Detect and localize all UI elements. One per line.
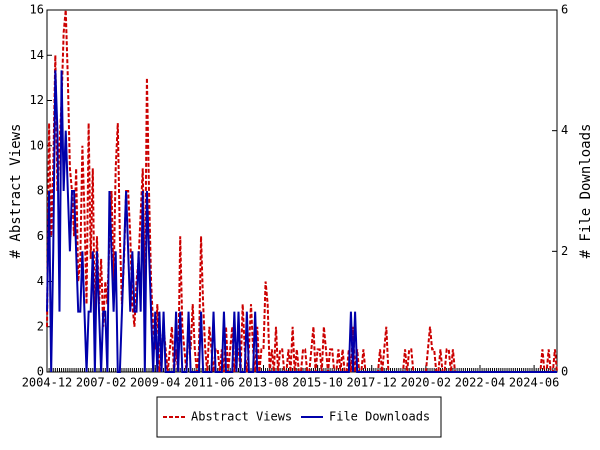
legend-label: Abstract Views — [191, 410, 292, 424]
x-tick-label: 2011-06 — [184, 376, 235, 390]
y2-tick-label: 6 — [561, 3, 568, 17]
y-tick-label: 0 — [37, 365, 44, 379]
y2-axis-label: # File Downloads — [578, 124, 594, 259]
y-tick-label: 4 — [37, 274, 44, 288]
x-tick-label: 2007-02 — [76, 376, 127, 390]
legend-label: File Downloads — [329, 410, 430, 424]
y-tick-label: 6 — [37, 229, 44, 243]
legend-box — [156, 396, 442, 438]
y-tick-label: 16 — [30, 3, 44, 17]
y-tick-label: 10 — [30, 138, 44, 152]
x-tick-label: 2017-12 — [346, 376, 397, 390]
y-tick-label: 2 — [37, 319, 44, 333]
x-tick-label: 2022-04 — [455, 376, 506, 390]
x-tick-label: 2015-10 — [292, 376, 343, 390]
y-axis-label: # Abstract Views — [8, 124, 24, 259]
y-tick-label: 12 — [30, 93, 44, 107]
x-tick-label: 2020-02 — [401, 376, 452, 390]
series-line — [46, 70, 557, 373]
plot-frame — [46, 9, 558, 373]
x-tick-label: 2013-08 — [238, 376, 289, 390]
y2-tick-label: 4 — [561, 123, 568, 137]
y-tick-label: 14 — [30, 48, 44, 62]
series-line — [46, 9, 558, 373]
x-tick-label: 2004-12 — [22, 376, 73, 390]
x-tick-label: 2024-06 — [509, 376, 560, 390]
y2-tick-label: 2 — [561, 244, 568, 258]
y-tick-label: 8 — [37, 184, 44, 198]
y2-tick-label: 0 — [561, 365, 568, 379]
x-tick-label: 2009-04 — [130, 376, 181, 390]
